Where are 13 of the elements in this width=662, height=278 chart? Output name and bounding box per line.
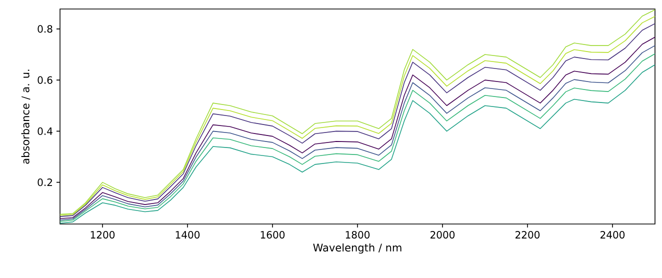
x-tick-label: 2200 — [516, 231, 540, 239]
x-tick-label: 1400 — [176, 231, 200, 239]
x-tick-label: 1800 — [346, 231, 370, 239]
x-tick-label: 1600 — [260, 231, 285, 239]
y-tick-label: 0.2 — [38, 178, 52, 186]
y-tick-label: 0.4 — [38, 127, 52, 135]
x-tick-label: 2400 — [600, 231, 625, 239]
y-tick-label: 0.8 — [38, 25, 52, 33]
x-tick-label: 2000 — [430, 231, 455, 239]
y-tick-label: 0.6 — [38, 76, 52, 84]
x-axis-title: Wavelength / nm — [313, 243, 402, 254]
y-axis-title: absorbance / a. u. — [21, 70, 30, 164]
x-tick-label: 1200 — [90, 231, 115, 239]
